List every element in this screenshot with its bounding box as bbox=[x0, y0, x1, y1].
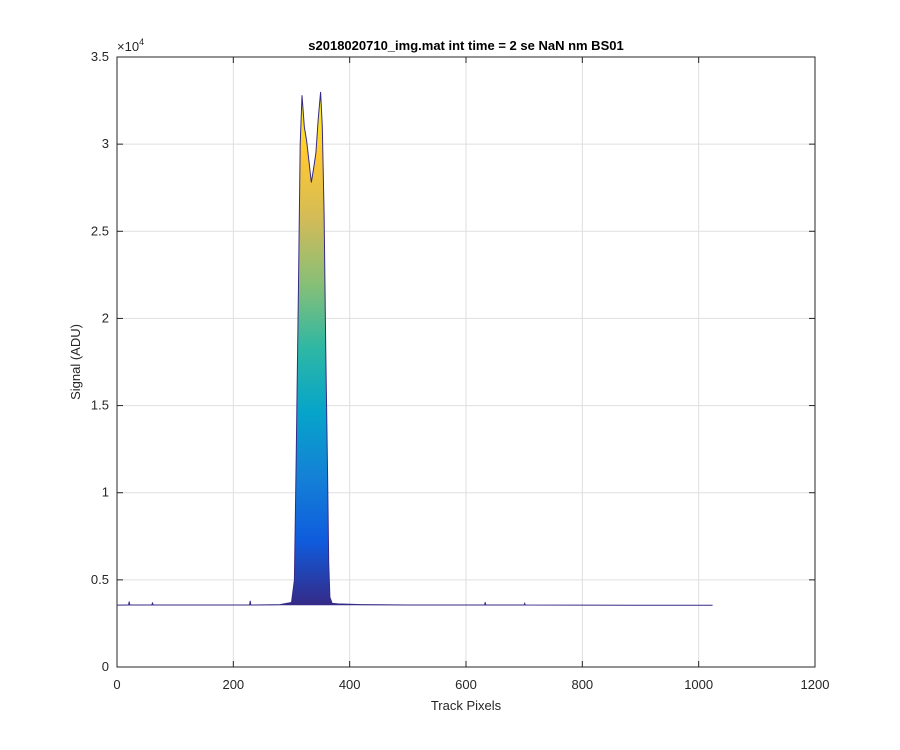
y-tick-label: 1.5 bbox=[91, 398, 109, 413]
x-tick-label: 200 bbox=[222, 677, 244, 692]
y-exponent-label: ×104 bbox=[117, 37, 144, 54]
y-tick-label: 0.5 bbox=[91, 572, 109, 587]
y-tick-label: 1 bbox=[102, 485, 109, 500]
y-tick-label: 3.5 bbox=[91, 49, 109, 64]
x-axis-title: Track Pixels bbox=[431, 698, 502, 713]
x-tick-label: 1200 bbox=[801, 677, 830, 692]
series-line bbox=[117, 91, 713, 606]
x-tick-label: 400 bbox=[339, 677, 361, 692]
chart-title: s2018020710_img.mat int time = 2 se NaN … bbox=[308, 38, 623, 53]
x-tick-label: 800 bbox=[571, 677, 593, 692]
grid-lines bbox=[117, 57, 815, 667]
y-axis-title: Signal (ADU) bbox=[68, 324, 83, 400]
series-layer bbox=[117, 91, 713, 606]
y-tick-label: 0 bbox=[102, 659, 109, 674]
tick-marks bbox=[116, 56, 816, 668]
x-tick-label: 600 bbox=[455, 677, 477, 692]
y-tick-labels: 0 0.5 1 1.5 2 2.5 3 3.5 bbox=[91, 49, 109, 674]
x-tick-labels: 0 200 400 600 800 1000 1200 bbox=[113, 677, 829, 692]
x-tick-label: 0 bbox=[113, 677, 120, 692]
y-tick-label: 2.5 bbox=[91, 223, 109, 238]
x-tick-label: 1000 bbox=[684, 677, 713, 692]
y-tick-label: 3 bbox=[102, 136, 109, 151]
y-tick-label: 2 bbox=[102, 310, 109, 325]
